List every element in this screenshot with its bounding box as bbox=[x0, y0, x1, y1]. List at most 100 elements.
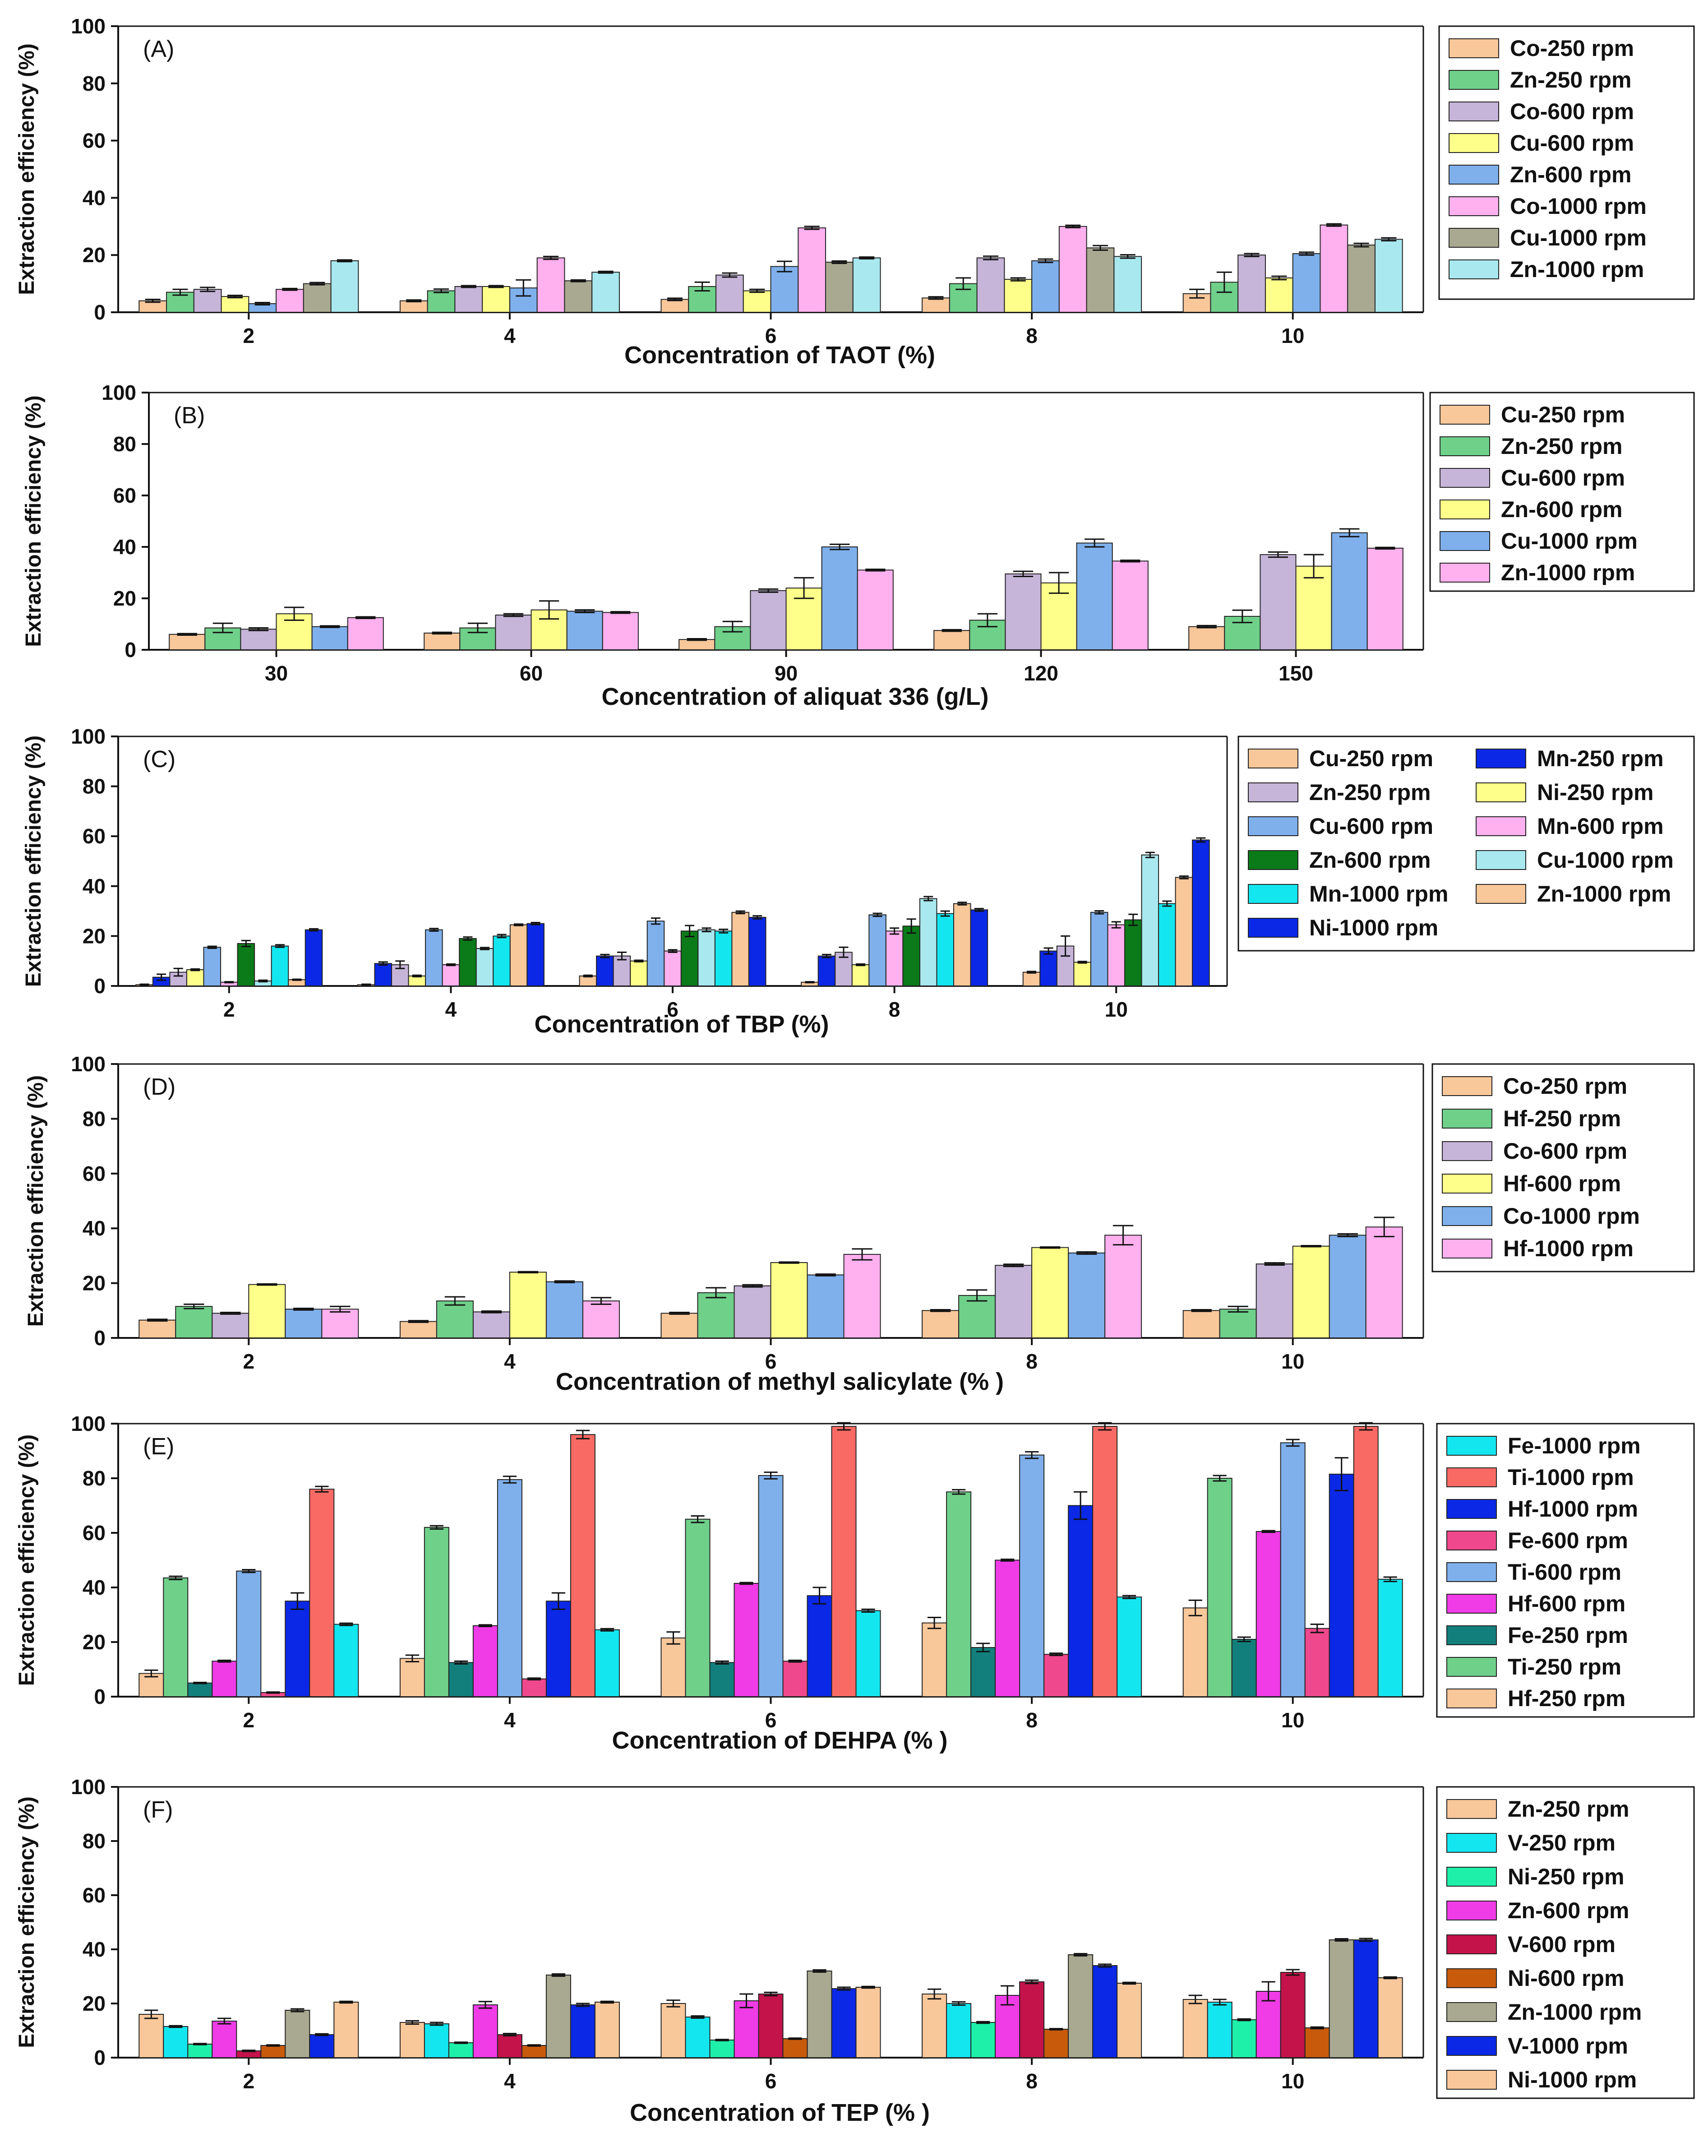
legend-swatch bbox=[1442, 1109, 1492, 1129]
legend-swatch bbox=[1446, 1968, 1497, 1988]
bar bbox=[970, 2022, 996, 2058]
bar bbox=[472, 2004, 498, 2058]
x-tick-label: 8 bbox=[1026, 1350, 1038, 1373]
bar bbox=[175, 1306, 213, 1339]
legend-swatch bbox=[1446, 2036, 1497, 2056]
bar bbox=[545, 1281, 583, 1338]
bar bbox=[424, 632, 461, 650]
bar bbox=[330, 260, 359, 313]
legend-item: Cu-250 rpm bbox=[1440, 402, 1625, 427]
bar bbox=[545, 1601, 571, 1697]
x-axis-title: Concentration of TBP (%) bbox=[535, 1011, 829, 1038]
bar bbox=[1219, 1309, 1257, 1338]
legend-item: Fe-250 rpm bbox=[1446, 1623, 1628, 1648]
chart-panel-e: 0 20 40 60 80 100 (E) 2 4 6 8 10 Concentration of DE… bbox=[15, 1412, 1695, 1754]
x-tick-label: 2 bbox=[243, 1350, 255, 1373]
x-tick-label: 8 bbox=[1026, 1708, 1038, 1732]
x-axis-title: Concentration of aliquat 336 (g/L) bbox=[601, 683, 988, 710]
y-tick-label: 100 bbox=[102, 381, 136, 404]
legend-item: Zn-600 rpm bbox=[1248, 847, 1431, 873]
legend-swatch bbox=[1446, 1934, 1497, 1954]
legend-label: Hf-600 rpm bbox=[1508, 1591, 1625, 1616]
legend-label: Cu-600 rpm bbox=[1309, 814, 1433, 839]
legend-item: Hf-600 rpm bbox=[1446, 1591, 1625, 1616]
panel-label: (E) bbox=[143, 1434, 174, 1460]
bar bbox=[399, 1658, 425, 1698]
legend-swatch bbox=[1446, 2070, 1497, 2090]
legend-swatch bbox=[1248, 884, 1298, 904]
x-tick-label: 6 bbox=[667, 998, 679, 1021]
bar bbox=[1207, 1478, 1233, 1697]
y-tick-label: 100 bbox=[71, 14, 106, 38]
bar bbox=[758, 1475, 784, 1697]
bar bbox=[1019, 1981, 1045, 2058]
bar bbox=[1280, 1972, 1306, 2058]
bar bbox=[885, 930, 904, 987]
bar bbox=[521, 1678, 547, 1698]
bar bbox=[509, 924, 528, 986]
bar bbox=[212, 2021, 237, 2058]
chart-panel-f: 0 20 40 60 80 100 (F) 2 4 6 8 10 Concentration of TE… bbox=[15, 1775, 1695, 2126]
bar bbox=[922, 1994, 947, 2058]
bar bbox=[311, 626, 348, 650]
legend: Cu-250 rpm Zn-250 rpm Cu-600 rpm Zn-600 rpm… bbox=[1429, 392, 1695, 592]
legend-swatch bbox=[1446, 1467, 1497, 1487]
legend-item: Cu-1000 rpm bbox=[1440, 528, 1638, 554]
legend-box bbox=[1431, 1063, 1695, 1272]
bar bbox=[660, 2003, 686, 2058]
legend-swatch bbox=[1476, 749, 1526, 768]
legend-item: Zn-1000 rpm bbox=[1449, 257, 1644, 282]
x-tick-label: 6 bbox=[765, 324, 777, 347]
legend-swatch bbox=[1446, 2002, 1497, 2022]
legend-label: Co-250 rpm bbox=[1503, 1073, 1627, 1099]
bar bbox=[697, 929, 716, 986]
bar bbox=[1076, 542, 1113, 650]
x-tick-label: 90 bbox=[775, 662, 798, 685]
legend-swatch bbox=[1248, 816, 1298, 836]
y-tick-label: 80 bbox=[83, 1829, 106, 1853]
x-axis-title: Concentration of DEHPA (% ) bbox=[612, 1727, 948, 1754]
bar bbox=[1092, 1965, 1118, 2058]
legend-swatch bbox=[1449, 102, 1499, 121]
legend-item: Hf-250 rpm bbox=[1446, 1686, 1625, 1711]
bar bbox=[1073, 962, 1091, 987]
legend-item: Mn-1000 rpm bbox=[1248, 881, 1448, 907]
y-tick-label: 20 bbox=[83, 1272, 106, 1295]
legend-item: V-600 rpm bbox=[1446, 1932, 1616, 1957]
y-tick-label: 40 bbox=[83, 1576, 106, 1599]
x-tick-label: 6 bbox=[765, 1708, 777, 1732]
bar bbox=[594, 1629, 620, 1697]
legend-label: V-1000 rpm bbox=[1508, 2033, 1628, 2059]
bar bbox=[203, 947, 222, 986]
y-tick-label: 40 bbox=[83, 1938, 106, 1961]
y-tick-label: 0 bbox=[94, 974, 106, 998]
legend-item: Zn-600 rpm bbox=[1440, 497, 1623, 522]
bar bbox=[798, 227, 826, 313]
bar bbox=[851, 964, 870, 987]
legend-label: Cu-1000 rpm bbox=[1510, 225, 1647, 250]
legend-item: Mn-250 rpm bbox=[1476, 746, 1664, 771]
bar bbox=[1004, 279, 1033, 313]
legend-label: Cu-250 rpm bbox=[1309, 746, 1433, 771]
bar bbox=[187, 2044, 213, 2058]
x-tick-label: 10 bbox=[1281, 2069, 1304, 2093]
bar bbox=[1005, 573, 1042, 650]
y-tick-label: 80 bbox=[83, 1467, 106, 1490]
y-axis-title: Extraction efficiency (%) bbox=[15, 1434, 39, 1686]
bar bbox=[1182, 1999, 1208, 2058]
x-tick-label: 4 bbox=[504, 324, 516, 347]
bar bbox=[734, 1285, 771, 1338]
legend-swatch bbox=[1446, 1867, 1497, 1887]
bar bbox=[868, 914, 886, 987]
bar bbox=[613, 955, 631, 986]
bar bbox=[758, 1994, 784, 2058]
y-tick-label: 0 bbox=[94, 2046, 106, 2069]
bar bbox=[1113, 256, 1142, 313]
legend: Cu-250 rpm Mn-250 rpm Zn-250 rpm Ni-250 rpm… bbox=[1237, 736, 1695, 952]
bar bbox=[709, 2040, 735, 2058]
bar bbox=[855, 1987, 881, 2058]
bar bbox=[475, 948, 494, 987]
legend-item: Ni-250 rpm bbox=[1476, 780, 1653, 805]
bar bbox=[212, 1313, 249, 1339]
